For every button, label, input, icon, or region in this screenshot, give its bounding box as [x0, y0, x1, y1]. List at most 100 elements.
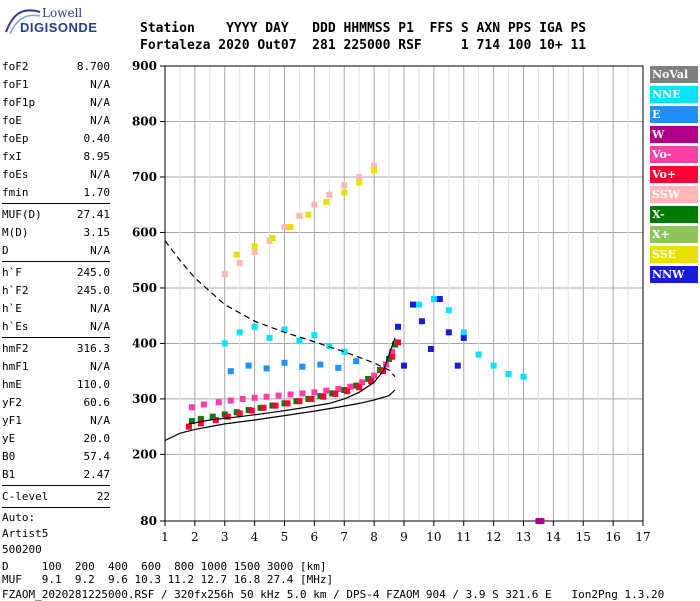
param-key: foE	[2, 114, 22, 127]
header-labels: Station YYYY DAY DDD HHMMSS P1 FFS S AXN…	[140, 21, 587, 36]
param-row: M(D) 3.15	[2, 224, 110, 242]
param-value: N/A	[90, 244, 110, 257]
x-tick-label: 3	[221, 530, 229, 544]
param-key: foF1p	[2, 96, 36, 109]
echo-point-nne	[430, 296, 437, 303]
echo-point-nnw	[409, 301, 416, 308]
param-row: hmF1 N/A	[2, 358, 110, 376]
echo-point-nnw	[454, 362, 461, 369]
param-row: B0 57.4	[2, 448, 110, 466]
echo-point-e	[227, 368, 234, 375]
legend-item-x: X-	[650, 206, 698, 223]
echo-point-e	[317, 361, 324, 368]
param-divider	[2, 507, 110, 508]
echo-point-vo	[296, 398, 303, 405]
echo-point-vo	[320, 393, 327, 400]
echo-point-ssw	[236, 259, 243, 266]
param-row: B1 2.47	[2, 466, 110, 484]
y-tick-label: 500	[132, 281, 157, 295]
param-key: M(D)	[2, 226, 29, 239]
echo-point-nne	[311, 332, 318, 339]
param-row: hmF2 316.3	[2, 340, 110, 358]
legend-item-ssw: SSW	[650, 186, 698, 203]
param-value: 0.40	[83, 132, 111, 145]
echo-point-vo	[308, 395, 315, 402]
echo-point-vo	[248, 407, 255, 414]
echo-point-sse	[305, 211, 312, 218]
echo-point-nnw	[395, 323, 402, 330]
logo-lowell: Lowell	[42, 6, 83, 20]
echo-point-nne	[266, 334, 273, 341]
param-key: hmF2	[2, 342, 29, 355]
param-divider	[2, 337, 110, 338]
param-row: yF2 60.6	[2, 394, 110, 412]
x-tick-label: 10	[426, 530, 441, 544]
y-tick-label: 600	[132, 225, 157, 239]
logo-digisonde: DIGISONDE	[20, 20, 98, 35]
echo-point-vo	[224, 413, 231, 420]
echo-point-vo	[185, 423, 192, 430]
echo-point-vo	[275, 392, 282, 399]
x-tick-label: 13	[516, 530, 531, 544]
param-row: h`F2 245.0	[2, 282, 110, 300]
echo-point-e	[353, 358, 360, 365]
echo-point-nne	[281, 326, 288, 333]
param-divider	[2, 485, 110, 486]
param-value: N/A	[90, 302, 110, 315]
echo-point-nne	[296, 337, 303, 344]
param-value: 60.6	[83, 396, 111, 409]
y-tick-label: 80	[140, 514, 157, 528]
param-key: hmF1	[2, 360, 29, 373]
echo-point-ssw	[251, 248, 258, 255]
parameter-panel: foF2 8.700 foF1 N/A foF1p N/A foE N/A foEp 0.40 fx…	[2, 58, 110, 558]
param-value: 27.41	[76, 208, 110, 221]
echo-point-vo	[323, 387, 330, 394]
echo-point-vo	[335, 385, 342, 392]
echo-point-ssw	[356, 173, 363, 180]
echo-point-vo	[227, 397, 234, 404]
x-tick-label: 5	[281, 530, 289, 544]
echo-point-nnw	[418, 318, 425, 325]
echo-point-nne	[221, 340, 228, 347]
param-value: 22	[96, 490, 110, 503]
echo-point-sse	[341, 189, 348, 196]
echo-point-vo	[332, 390, 339, 397]
profile-line	[164, 389, 396, 442]
y-tick-label: 700	[132, 170, 157, 184]
param-value: N/A	[90, 414, 110, 427]
echo-point-x	[188, 418, 195, 425]
echo-point-vo	[395, 339, 402, 346]
param-row: h`F 245.0	[2, 264, 110, 282]
echo-point-vo	[200, 401, 207, 408]
param-key: foF2	[2, 60, 29, 73]
param-value: N/A	[90, 96, 110, 109]
x-tick-label: 16	[605, 530, 620, 544]
echo-point-ssw	[326, 191, 333, 198]
plot-border	[164, 65, 644, 522]
param-value: 316.3	[76, 342, 110, 355]
y-tick-label: 300	[132, 392, 157, 406]
echo-point-x	[209, 413, 216, 420]
echo-point-vo	[215, 399, 222, 406]
x-tick-label: 8	[370, 530, 378, 544]
echo-point-nnw	[427, 345, 434, 352]
echo-point-sse	[287, 223, 294, 230]
param-key: yF1	[2, 414, 22, 427]
station-header: Station YYYY DAY DDD HHMMSS P1 FFS S AXN…	[140, 20, 586, 54]
param-key: h`Es	[2, 320, 29, 333]
footer: D 100 200 400 600 800 1000 1500 3000 [km…	[2, 560, 664, 601]
x-tick-label: 12	[486, 530, 501, 544]
param-value: N/A	[90, 114, 110, 127]
legend-item-vo: Vo-	[650, 146, 698, 163]
param-value: 110.0	[76, 378, 110, 391]
y-tick-label: 400	[132, 336, 157, 350]
param-row: fmin 1.70	[2, 184, 110, 202]
param-value: 245.0	[76, 284, 110, 297]
param-row: fxI 8.95	[2, 148, 110, 166]
legend-item-noval: NoVal	[650, 66, 698, 83]
param-key: yF2	[2, 396, 22, 409]
echo-point-vo	[263, 393, 270, 400]
footer-muf-row: MUF 9.1 9.2 9.6 10.3 11.2 12.7 16.8 27.4…	[2, 573, 334, 586]
param-row: foF1p N/A	[2, 94, 110, 112]
